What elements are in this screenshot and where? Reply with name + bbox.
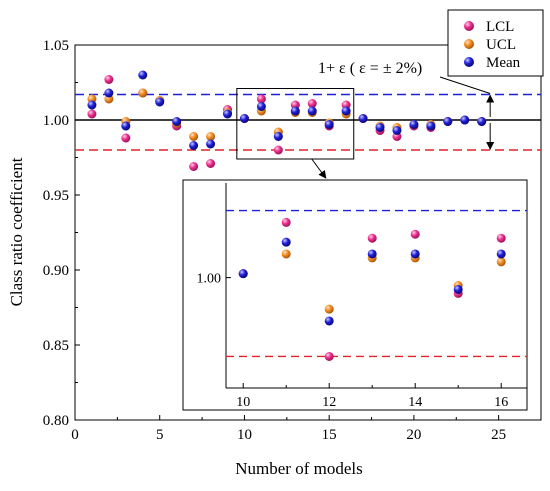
y-axis-title: Class ratio coefficient <box>7 157 26 306</box>
x-tick-label: 15 <box>322 427 337 443</box>
legend-marker-mean <box>464 57 474 67</box>
inset-point-mean <box>281 237 291 247</box>
point-lcl <box>273 145 283 155</box>
inset-point-ucl <box>324 304 334 314</box>
inset-frame <box>182 179 528 411</box>
point-lcl <box>189 162 199 171</box>
point-mean <box>358 114 368 123</box>
inset-x-tick-label: 16 <box>494 395 508 410</box>
x-axis-title: Number of models <box>235 459 362 478</box>
x-tick-label: 5 <box>156 427 164 443</box>
point-mean <box>256 102 266 111</box>
legend-label-mean: Mean <box>486 55 521 71</box>
annotation-leader <box>439 76 491 94</box>
inset-y-tick-label: 1.00 <box>197 272 222 287</box>
inset-point-lcl <box>281 217 291 227</box>
point-mean <box>443 117 453 126</box>
inset-point-lcl <box>496 233 506 243</box>
legend-marker-ucl <box>464 39 474 49</box>
y-tick-label: 0.90 <box>43 263 69 279</box>
point-mean <box>409 120 419 129</box>
point-mean <box>189 141 199 150</box>
point-lcl <box>104 75 114 84</box>
point-mean <box>375 123 385 132</box>
inset-point-ucl <box>281 249 291 259</box>
legend-marker-lcl <box>464 21 474 31</box>
x-tick-label: 25 <box>491 427 506 443</box>
inset-point-lcl <box>367 233 377 243</box>
y-tick-label: 1.00 <box>43 113 69 129</box>
point-ucl <box>206 132 216 141</box>
x-tick-label: 10 <box>237 427 252 443</box>
point-lcl <box>307 99 317 108</box>
point-mean <box>104 88 114 98</box>
x-tick-label: 0 <box>71 427 79 443</box>
point-mean <box>324 120 334 129</box>
legend-label-lcl: LCL <box>486 19 514 35</box>
point-mean <box>392 126 402 135</box>
point-mean <box>239 114 249 123</box>
inset-point-mean <box>238 269 248 279</box>
point-lcl <box>121 133 131 143</box>
inset-point-mean <box>453 284 463 294</box>
inset-point-mean <box>367 249 377 259</box>
inset-x-tick-label: 10 <box>236 395 250 410</box>
legend-label-ucl: UCL <box>486 37 516 53</box>
point-mean <box>273 132 283 141</box>
point-mean <box>290 106 300 116</box>
y-tick-label: 0.85 <box>43 338 69 354</box>
point-ucl <box>138 88 148 98</box>
legend-box <box>447 9 544 77</box>
inset-plot: 1.00 10 12 14 16 <box>182 158 528 411</box>
inset-point-lcl <box>410 229 420 239</box>
point-mean <box>138 70 148 80</box>
y-tick-label: 0.80 <box>43 413 69 429</box>
point-lcl <box>87 109 97 119</box>
inset-point-ucl <box>496 257 506 267</box>
point-mean <box>341 106 351 116</box>
zoom-source-box <box>236 88 355 160</box>
point-mean <box>206 139 216 149</box>
main-plot: 0.80 0.85 0.90 0.95 1.00 1.05 0 5 10 15 20 25 <box>43 38 542 443</box>
y-tick-label: 1.05 <box>43 38 69 54</box>
y-tick-label: 0.95 <box>43 188 69 204</box>
inset-point-mean <box>496 249 506 259</box>
inset-point-mean <box>410 249 420 259</box>
point-lcl <box>206 159 216 168</box>
epsilon-annotation: 1+ ε ( ε = ± 2%) <box>318 60 422 77</box>
point-mean <box>307 106 317 116</box>
inset-point-lcl <box>324 351 334 361</box>
point-mean <box>172 117 182 126</box>
point-mean <box>477 117 487 126</box>
inset-point-mean <box>324 316 334 326</box>
point-mean <box>223 109 233 119</box>
inset-x-tick-label: 14 <box>408 395 422 410</box>
zoom-connector-arrow <box>311 158 327 179</box>
point-mean <box>460 115 470 125</box>
point-mean <box>121 121 131 131</box>
point-mean <box>87 100 97 110</box>
x-tick-label: 20 <box>406 427 421 443</box>
point-lcl <box>256 94 266 104</box>
legend: LCL UCL Mean <box>447 9 544 77</box>
point-mean <box>155 97 165 107</box>
point-mean <box>426 121 436 131</box>
point-ucl <box>189 132 199 141</box>
inset-x-tick-label: 12 <box>322 395 336 410</box>
